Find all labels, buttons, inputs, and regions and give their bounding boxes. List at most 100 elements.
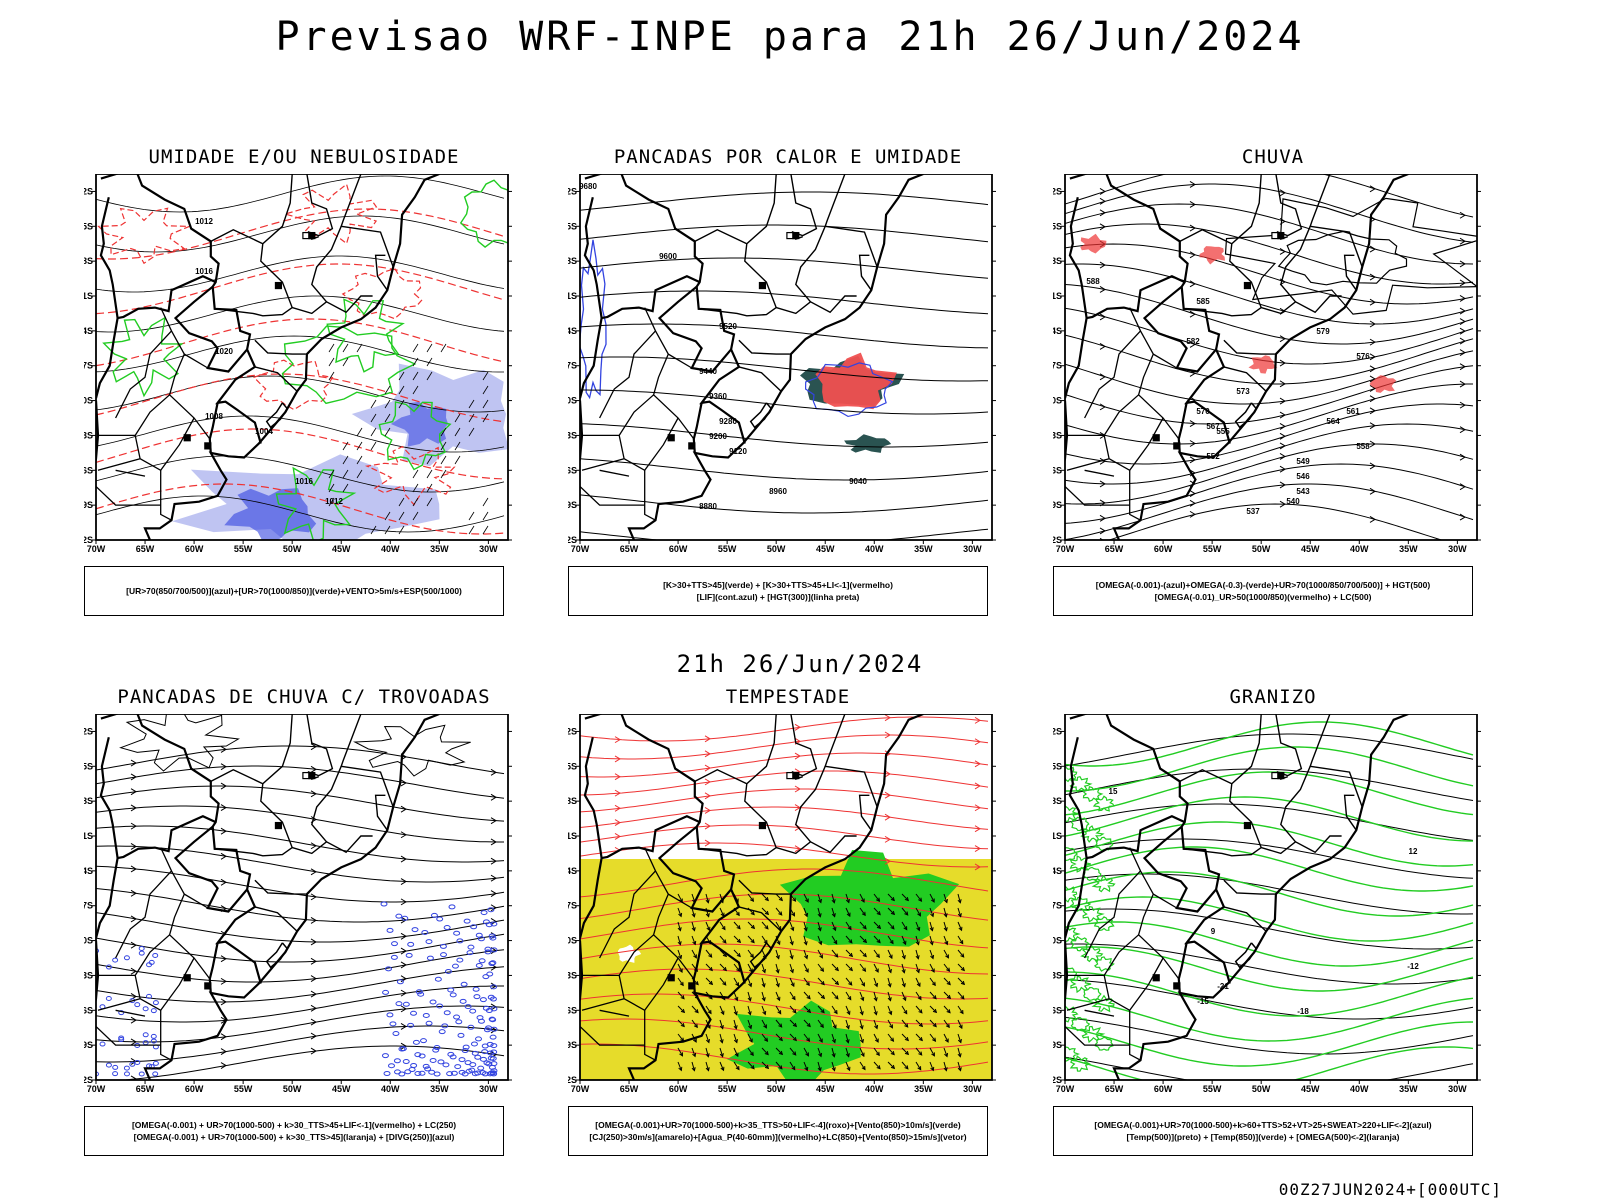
lon-tick-label: 55W — [234, 544, 253, 554]
lat-tick-label: 12S — [568, 726, 577, 736]
lat-tick-label: 27S — [1053, 361, 1062, 371]
lat-tick-label: 36S — [84, 465, 93, 475]
contour-label: -18 — [1297, 1007, 1309, 1016]
panel-pancadas-calor: PANCADAS POR CALOR E UMIDADE 9680 9600 9520… — [568, 146, 1008, 636]
lon-tick-label: 45W — [816, 544, 835, 554]
contour-label: 9280 — [719, 417, 737, 426]
lon-tick-label: 35W — [1399, 544, 1418, 554]
shaded-area — [1199, 246, 1225, 265]
lat-tick-label: 15S — [1053, 221, 1062, 231]
lon-tick-label: 30W — [963, 1084, 982, 1094]
lat-tick-label: 12S — [1053, 726, 1062, 736]
contour-label: 564 — [1326, 417, 1340, 426]
lat-tick-label: 21S — [84, 831, 93, 841]
lat-tick-label: 42S — [568, 1075, 577, 1085]
lat-tick-label: 18S — [1053, 796, 1062, 806]
lon-tick-label: 70W — [1056, 1084, 1075, 1094]
contour-label: 561 — [1346, 407, 1360, 416]
lon-tick-label: 30W — [1448, 544, 1467, 554]
lon-tick-label: 65W — [620, 544, 639, 554]
lon-tick-label: 40W — [865, 1084, 884, 1094]
lat-tick-label: 39S — [1053, 1040, 1062, 1050]
contour-label: 9 — [1211, 927, 1216, 936]
lon-tick-label: 55W — [1203, 1084, 1222, 1094]
lat-tick-label: 42S — [84, 1075, 93, 1085]
lat-tick-label: 15S — [568, 221, 577, 231]
valid-time-title: 21h 26/Jun/2024 — [676, 650, 924, 678]
lon-tick-label: 55W — [718, 544, 737, 554]
lat-tick-label: 36S — [1053, 465, 1062, 475]
shaded-area — [1248, 355, 1278, 374]
lon-tick-label: 35W — [430, 1084, 449, 1094]
contour-label: -12 — [1407, 962, 1419, 971]
run-stamp: 00Z27JUN2024+[000UTC] — [1278, 1180, 1502, 1199]
lon-tick-label: 40W — [865, 544, 884, 554]
lat-tick-label: 42S — [1053, 535, 1062, 545]
shaded-area — [390, 401, 449, 447]
panel-legend: [OMEGA(-0.001) + UR>70(1000-500) + k>30_… — [84, 1106, 504, 1156]
panel-umidade: UMIDADE E/OU NEBULOSIDADE 1012 1016 1020 100… — [84, 146, 524, 636]
lon-tick-label: 60W — [1154, 1084, 1173, 1094]
lon-tick-label: 55W — [718, 1084, 737, 1094]
lat-tick-label: 30S — [84, 396, 93, 406]
lat-tick-label: 39S — [84, 1040, 93, 1050]
lat-tick-label: 18S — [84, 796, 93, 806]
legend-line: [LIF](cont.azul) + [HGT(300)](linha pret… — [696, 592, 860, 602]
lon-tick-label: 35W — [914, 544, 933, 554]
lon-tick-label: 45W — [816, 1084, 835, 1094]
lon-tick-label: 60W — [185, 544, 204, 554]
lat-tick-label: 33S — [568, 970, 577, 980]
lat-tick-label: 24S — [84, 866, 93, 876]
panel-legend: [OMEGA(-0.001)+UR>70(1000-500)+k>35_TTS>… — [568, 1106, 988, 1156]
lon-tick-label: 35W — [1399, 1084, 1418, 1094]
contour-label: 537 — [1246, 507, 1260, 516]
panel-title: PANCADAS DE CHUVA C/ TROVOADAS — [117, 686, 491, 708]
lon-tick-label: 50W — [283, 544, 302, 554]
lat-tick-label: 33S — [1053, 430, 1062, 440]
legend-line: [OMEGA(-0.01)_UR>50(1000/850)(vermelho) … — [1154, 592, 1372, 602]
contour-label: 570 — [1196, 407, 1210, 416]
lat-tick-label: 27S — [84, 901, 93, 911]
map-tempestade: 12S 15S 18S 21S 24S 27S 30S 33S 36S 39S 42S70W 65W 6… — [568, 714, 996, 1094]
legend-line: [OMEGA(-0.001) + UR>70(1000-500) + k>30_… — [133, 1132, 455, 1142]
map-frame — [1064, 714, 1478, 1081]
contour-label: 1004 — [255, 427, 273, 436]
contour-label: -15 — [1197, 997, 1209, 1006]
wind-area — [727, 1000, 861, 1080]
panel-title: UMIDADE E/OU NEBULOSIDADE — [148, 146, 460, 168]
lat-tick-label: 33S — [1053, 970, 1062, 980]
contour-label: 546 — [1296, 472, 1310, 481]
legend-line: [OMEGA(-0.001)-(azul)+OMEGA(-0.3)-(verde… — [1095, 580, 1431, 590]
lat-tick-label: 36S — [84, 1005, 93, 1015]
map-frame — [579, 174, 993, 541]
lat-tick-label: 42S — [568, 535, 577, 545]
panel-trovoadas: PANCADAS DE CHUVA C/ TROVOADAS 12S 15S 18S 2… — [84, 686, 524, 1176]
legend-line: [CJ(250)>30m/s](amarelo)+[Agua_P(40-60mm… — [589, 1132, 967, 1142]
contour-label: 549 — [1296, 457, 1310, 466]
lon-tick-label: 65W — [136, 1084, 155, 1094]
legend-line: [K>30+TTS>45](verde) + [K>30+TTS>45+LI<-… — [663, 580, 893, 590]
lat-tick-label: 24S — [84, 326, 93, 336]
lon-tick-label: 60W — [1154, 544, 1173, 554]
lon-tick-label: 65W — [1105, 1084, 1124, 1094]
lat-tick-label: 15S — [1053, 761, 1062, 771]
contour-label: 543 — [1296, 487, 1310, 496]
contour-label: 579 — [1316, 327, 1330, 336]
lon-tick-label: 65W — [620, 1084, 639, 1094]
lat-tick-label: 27S — [568, 901, 577, 911]
contour-label: 15 — [1109, 787, 1118, 796]
lon-tick-label: 40W — [1350, 1084, 1369, 1094]
lon-tick-label: 45W — [332, 1084, 351, 1094]
lat-tick-label: 42S — [1053, 1075, 1062, 1085]
map-frame — [579, 714, 993, 1081]
shaded-area — [224, 488, 317, 540]
contour-label: 9200 — [709, 432, 727, 441]
contour-label: 555 — [1216, 427, 1230, 436]
lon-tick-label: 60W — [669, 544, 688, 554]
panel-title: CHUVA — [1241, 146, 1305, 168]
lon-tick-label: 65W — [136, 544, 155, 554]
lat-tick-label: 30S — [84, 936, 93, 946]
lon-tick-label: 40W — [1350, 544, 1369, 554]
contour-label: 582 — [1186, 337, 1200, 346]
lat-tick-label: 33S — [84, 430, 93, 440]
